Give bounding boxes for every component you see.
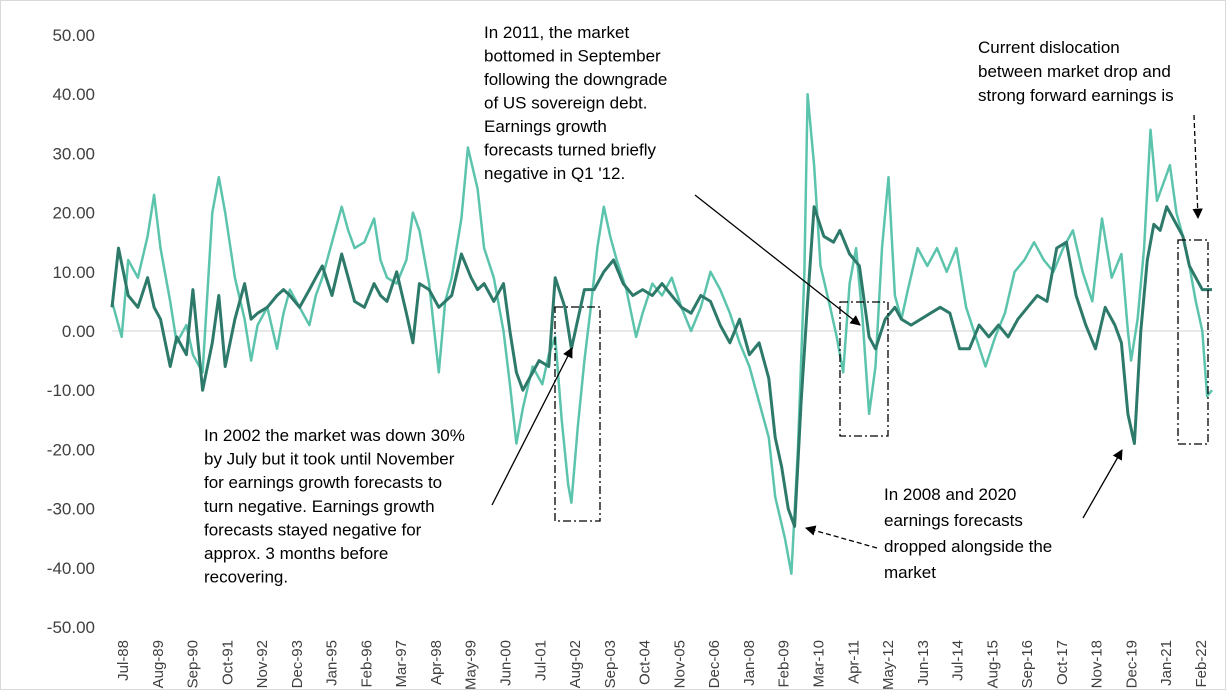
annotation-line: approx. 3 months before	[204, 544, 388, 563]
x-tick-label: Apr-98	[428, 640, 445, 685]
x-tick-label: Jun-13	[915, 640, 932, 686]
x-tick-label: Jan-95	[324, 640, 341, 686]
box-2002	[554, 306, 601, 522]
y-tick-label: 20.00	[52, 204, 95, 223]
x-tick-label: Sep-03	[602, 640, 619, 688]
arrow-2020	[1082, 449, 1123, 519]
annotation-line: recovering.	[204, 568, 288, 587]
highlight-boxes	[554, 239, 1209, 522]
x-tick-label: Apr-11	[845, 640, 862, 684]
annotation-line: negative in Q1 '12.	[484, 164, 625, 183]
x-tick-label: May-99	[463, 640, 480, 690]
annotation-line: In 2008 and 2020	[884, 485, 1016, 504]
x-tick-label: Oct-04	[637, 640, 654, 685]
x-tick-label: Mar-10	[811, 640, 828, 688]
annotation-line: In 2002 the market was down 30%	[204, 426, 465, 445]
plot-area	[110, 92, 1213, 575]
annotation-arrows	[491, 114, 1203, 549]
x-axis: Jul-88 Aug-89 Sep-90 Oct-91 Nov-92 Dec-93 Jan-…	[115, 640, 1210, 690]
x-tick-label: Jan-08	[741, 640, 758, 686]
annotation-line: Earnings growth	[484, 117, 607, 136]
annotation-a2011: In 2011, the market bottomed in September…	[484, 23, 667, 183]
annotation-line: In 2011, the market	[484, 23, 629, 42]
annotation-line: dropped alongside the	[884, 537, 1052, 556]
arrow-2011	[694, 194, 861, 326]
annotation-a2008: In 2008 and 2020 earnings forecasts droppe…	[884, 485, 1052, 582]
series-line-2	[110, 205, 1212, 528]
x-tick-label: Dec-06	[706, 640, 723, 688]
x-tick-label: Oct-91	[219, 640, 236, 685]
x-tick-label: Feb-22	[1193, 640, 1210, 688]
annotation-line: earnings forecasts	[884, 511, 1023, 530]
annotation-line: for earnings growth forecasts to	[204, 473, 442, 492]
x-tick-label: Nov-18	[1089, 640, 1106, 688]
y-tick-label: 30.00	[52, 144, 95, 163]
annotation-line: Current dislocation	[978, 38, 1120, 57]
y-tick-label: -30.00	[47, 500, 95, 519]
x-tick-label: Aug-02	[567, 640, 584, 688]
x-tick-label: Aug-15	[984, 640, 1001, 688]
x-tick-label: May-12	[880, 640, 897, 690]
annotation-line: strong forward earnings is	[978, 86, 1174, 105]
y-tick-label: -40.00	[47, 559, 95, 578]
box-2011	[839, 301, 889, 437]
y-tick-label: -50.00	[47, 618, 95, 637]
annotation-line: by July but it took until November	[204, 450, 455, 469]
arrow-2002	[491, 347, 573, 506]
annotation-acurrent: Current dislocation between market drop a…	[978, 38, 1174, 105]
annotation-line: of US sovereign debt.	[484, 94, 647, 113]
x-tick-label: Jul-14	[950, 640, 967, 681]
box-current	[1177, 239, 1209, 445]
x-tick-label: Oct-17	[1054, 640, 1071, 685]
x-tick-label: Dec-19	[1124, 640, 1141, 688]
x-tick-label: Sep-90	[185, 640, 202, 688]
x-tick-label: Jul-01	[532, 640, 549, 681]
x-tick-label: Aug-89	[150, 640, 167, 688]
y-tick-label: 0.00	[62, 322, 95, 341]
x-tick-label: Jun-00	[498, 640, 515, 686]
annotation-line: forecasts turned briefly	[484, 141, 656, 160]
x-tick-label: Jan-21	[1158, 640, 1175, 686]
annotation-line: between market drop and	[978, 62, 1171, 81]
y-tick-label: 10.00	[52, 263, 95, 282]
x-tick-label: Sep-16	[1019, 640, 1036, 688]
annotation-line: bottomed in September	[484, 47, 661, 66]
y-tick-label: -10.00	[47, 381, 95, 400]
annotation-a2002: In 2002 the market was down 30% by July b…	[204, 426, 465, 587]
y-tick-label: 40.00	[52, 85, 95, 104]
arrow-current	[1192, 114, 1203, 220]
y-axis: 50.00 40.00 30.00 20.00 10.00 0.00 -10.00 -20.0…	[47, 26, 95, 637]
y-tick-label: 50.00	[52, 26, 95, 45]
x-tick-label: Feb-96	[358, 640, 375, 688]
x-tick-label: Nov-92	[254, 640, 271, 688]
annotation-line: turn negative. Earnings growth	[204, 497, 435, 516]
y-tick-label: -20.00	[47, 440, 95, 459]
annotation-line: following the downgrade	[484, 70, 667, 89]
x-tick-label: Jul-88	[115, 640, 132, 681]
x-tick-label: Nov-05	[671, 640, 688, 688]
arrow-2008	[804, 525, 878, 549]
x-tick-label: Dec-93	[289, 640, 306, 688]
x-tick-label: Mar-97	[393, 640, 410, 688]
annotation-line: market	[884, 563, 936, 582]
annotation-line: forecasts stayed negative for	[204, 520, 422, 539]
x-tick-label: Feb-09	[776, 640, 793, 688]
annotations: In 2002 the market was down 30% by July b…	[204, 23, 1174, 587]
